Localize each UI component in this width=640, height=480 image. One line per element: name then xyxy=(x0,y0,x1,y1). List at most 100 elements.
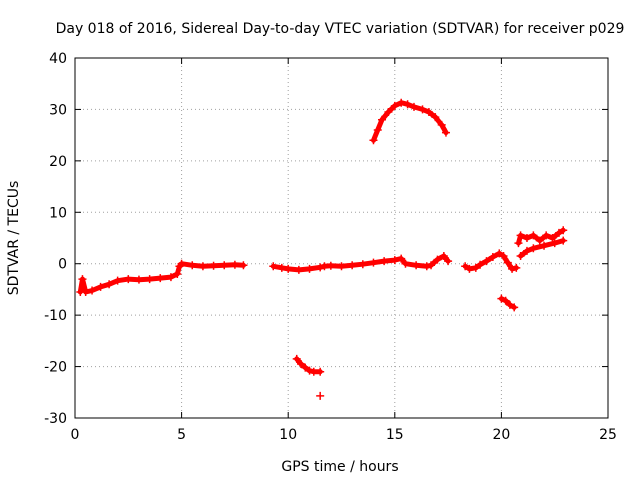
data-point xyxy=(554,228,563,237)
data-point xyxy=(397,98,406,107)
plot-area xyxy=(76,98,568,400)
data-point xyxy=(390,256,399,265)
data-point xyxy=(277,263,286,272)
x-tick-label: 5 xyxy=(177,427,186,443)
data-point xyxy=(88,286,97,295)
y-tick-label: 40 xyxy=(49,51,67,67)
data-point xyxy=(548,234,557,242)
data-point xyxy=(427,261,436,270)
data-point xyxy=(476,260,485,269)
data-point xyxy=(542,231,551,240)
data-segment-6 xyxy=(369,98,450,145)
data-point xyxy=(292,354,301,363)
chart-title: Day 018 of 2016, Sidereal Day-to-day VTE… xyxy=(56,21,625,37)
data-point xyxy=(510,303,519,312)
data-point xyxy=(373,126,382,134)
data-segment-4 xyxy=(516,236,568,260)
data-point xyxy=(380,257,389,266)
x-axis-label: GPS time / hours xyxy=(281,459,398,475)
x-tick-label: 25 xyxy=(599,427,617,443)
data-point xyxy=(439,252,448,260)
data-segment-2 xyxy=(461,249,521,273)
data-point xyxy=(81,288,90,296)
data-point xyxy=(177,259,186,268)
data-point xyxy=(409,102,418,111)
data-point xyxy=(326,261,335,270)
data-point xyxy=(529,231,538,240)
data-point xyxy=(516,252,525,260)
data-point xyxy=(284,264,293,273)
data-point xyxy=(550,239,559,248)
data-point xyxy=(316,263,325,272)
data-point xyxy=(444,257,453,266)
data-point xyxy=(188,261,197,270)
data-point xyxy=(488,253,497,262)
data-point xyxy=(522,246,531,255)
data-point xyxy=(316,391,325,400)
data-point xyxy=(390,101,399,110)
data-point xyxy=(514,239,523,248)
x-tick-label: 10 xyxy=(279,427,297,443)
data-line xyxy=(371,100,449,143)
data-point xyxy=(156,274,165,283)
data-point xyxy=(540,241,549,250)
data-point xyxy=(559,236,568,245)
data-point xyxy=(401,259,410,268)
data-point xyxy=(508,264,517,273)
data-point xyxy=(503,258,512,267)
data-point xyxy=(316,367,325,376)
data-point xyxy=(230,260,239,269)
data-point xyxy=(220,261,229,270)
data-point xyxy=(418,105,427,114)
data-segment-7 xyxy=(292,354,325,376)
data-line xyxy=(294,356,323,375)
data-point xyxy=(78,275,87,284)
data-point xyxy=(495,249,504,258)
y-tick-label: 10 xyxy=(49,205,67,221)
data-segment-8 xyxy=(316,391,325,400)
data-point xyxy=(294,265,303,274)
y-tick-label: -20 xyxy=(44,360,67,376)
data-point xyxy=(465,264,474,273)
data-point xyxy=(369,258,378,267)
data-point xyxy=(198,262,207,271)
data-point xyxy=(301,363,310,372)
y-axis-label: SDTVAR / TECUs xyxy=(6,181,22,296)
data-point xyxy=(96,282,105,291)
data-point xyxy=(134,275,143,284)
grid-lines xyxy=(75,58,608,418)
axis-ticks: 0 5 10 15 20 25 -30 -20 -10 0 10 20 30 40 xyxy=(44,51,617,443)
data-point xyxy=(269,262,278,271)
data-segment-5 xyxy=(497,294,519,312)
data-point xyxy=(471,263,480,272)
data-line xyxy=(462,250,519,272)
data-point xyxy=(437,120,446,129)
data-point xyxy=(305,366,314,375)
data-point xyxy=(173,270,182,278)
data-point xyxy=(529,244,538,253)
data-point xyxy=(499,252,508,260)
data-line xyxy=(498,296,517,310)
y-tick-label: 30 xyxy=(49,102,67,118)
data-point xyxy=(482,257,491,266)
data-point xyxy=(403,100,412,109)
data-point xyxy=(105,280,114,289)
data-point xyxy=(412,261,421,270)
data-point xyxy=(124,275,133,284)
data-point xyxy=(305,264,314,273)
data-point xyxy=(358,260,367,269)
y-tick-label: 20 xyxy=(49,154,67,170)
data-point xyxy=(431,113,440,122)
x-tick-label: 15 xyxy=(386,427,404,443)
data-point xyxy=(378,115,387,124)
data-point xyxy=(397,254,406,263)
data-point xyxy=(422,262,431,271)
data-point xyxy=(384,108,393,116)
data-point xyxy=(535,236,544,245)
data-point xyxy=(166,273,175,282)
data-point xyxy=(501,296,510,305)
y-tick-label: -10 xyxy=(44,308,67,324)
data-segment-1 xyxy=(269,252,453,274)
data-point xyxy=(441,128,450,137)
